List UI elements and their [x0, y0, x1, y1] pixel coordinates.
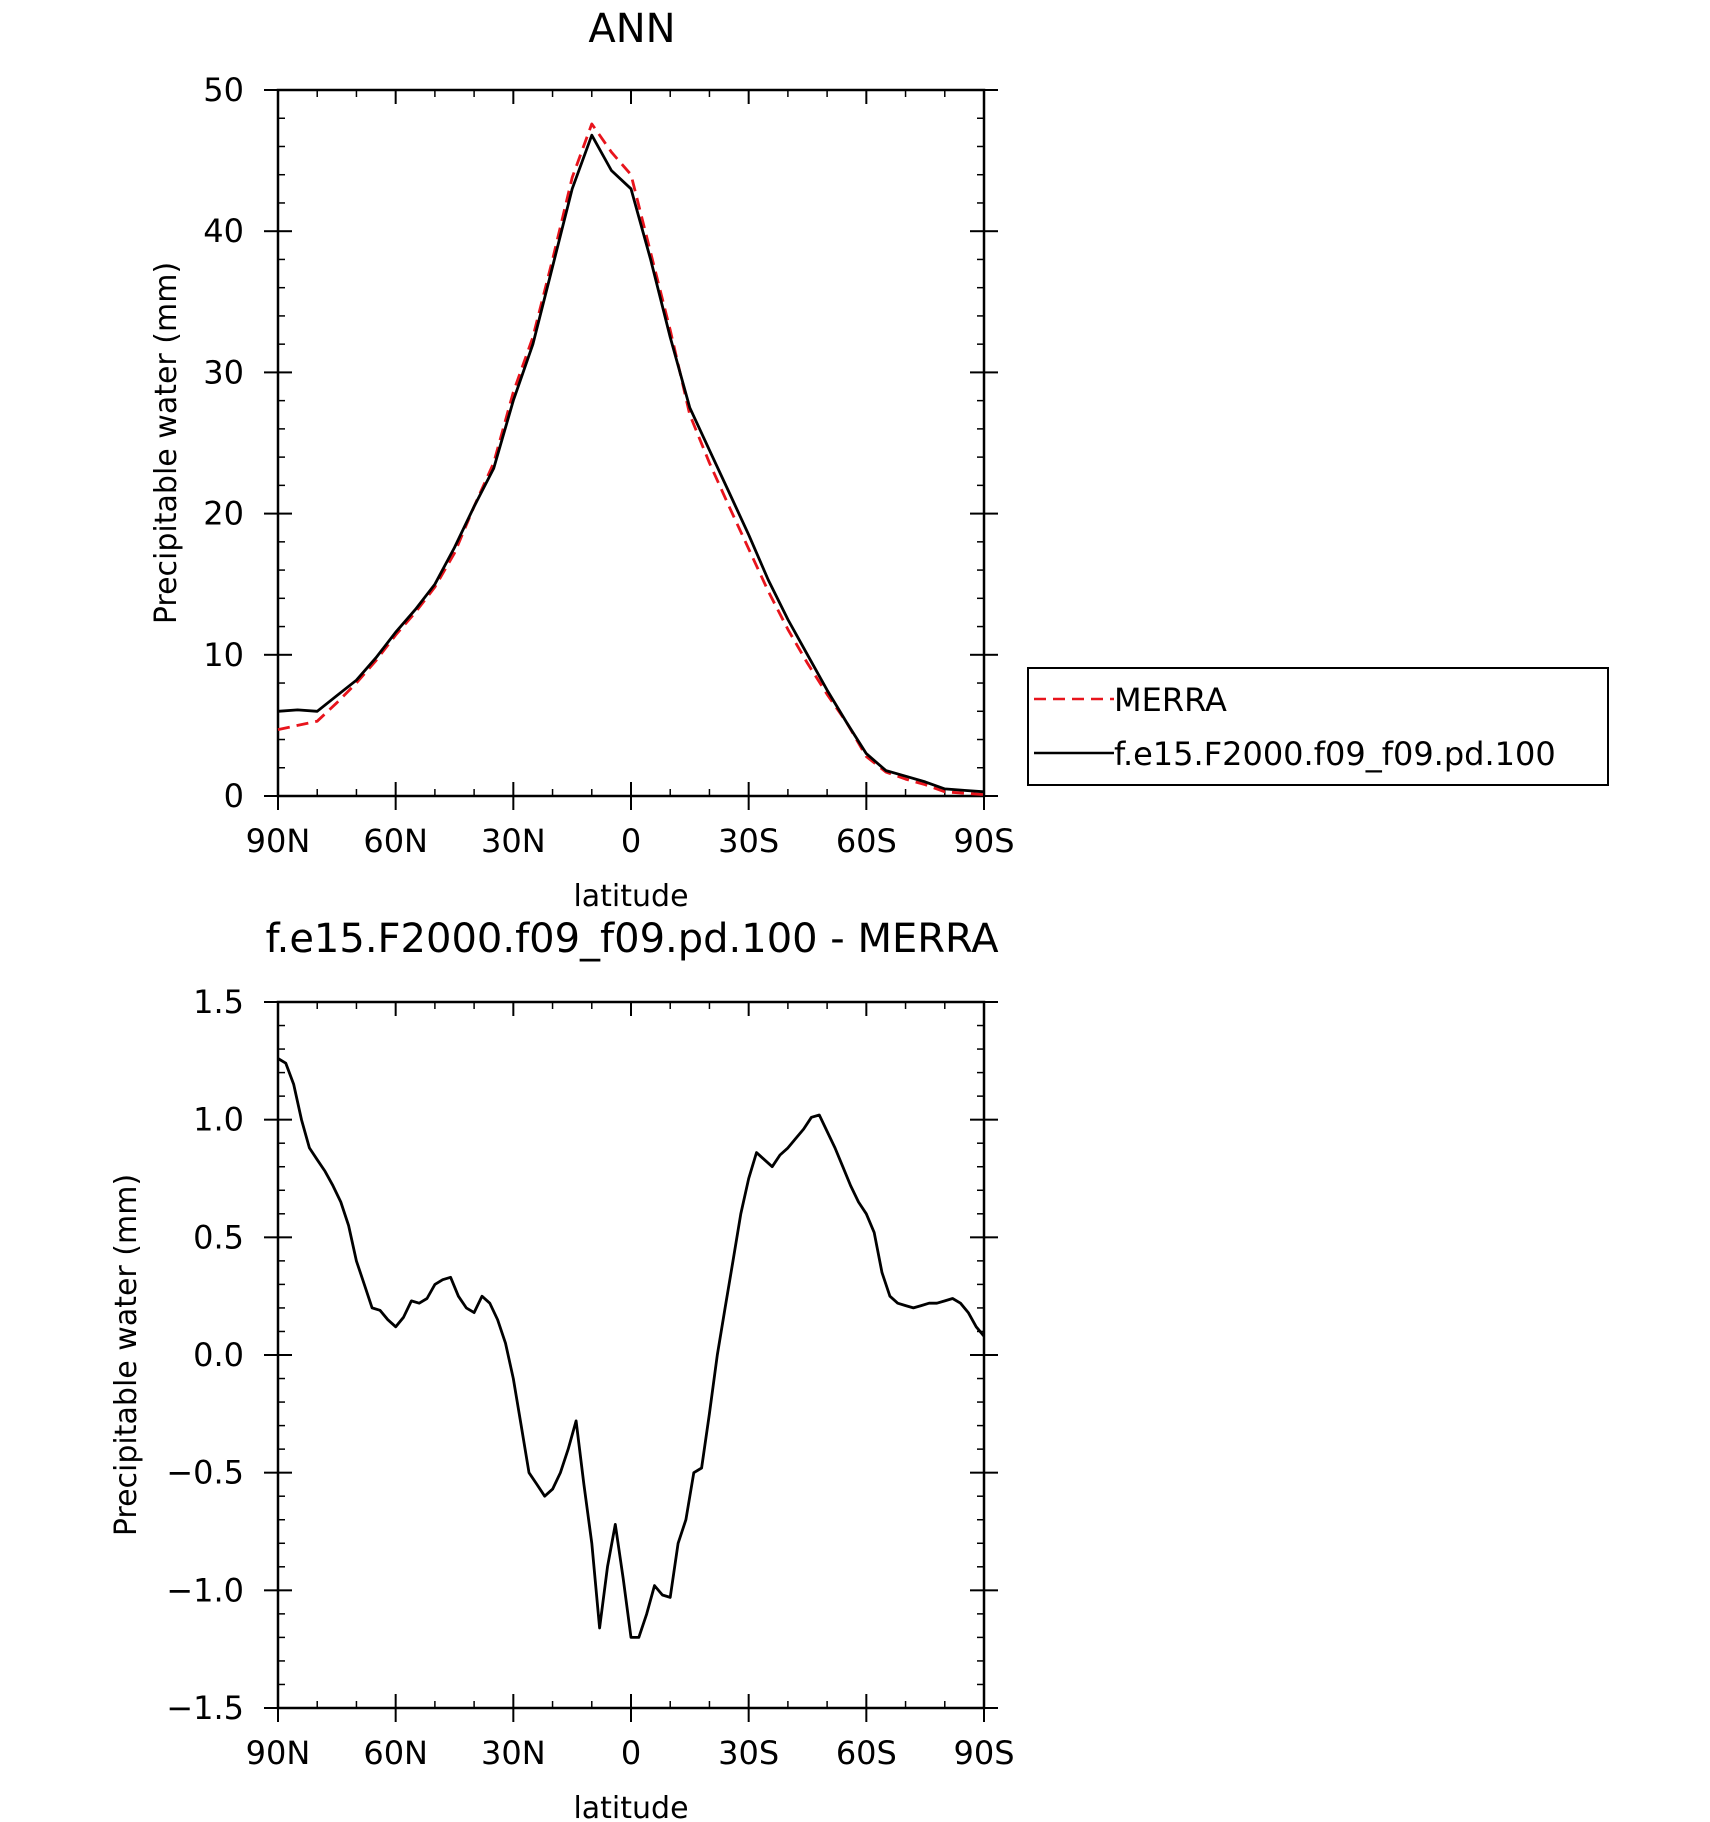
y-tick-label-top: 10	[203, 636, 244, 674]
x-tick-label-bottom: 90S	[953, 1734, 1014, 1772]
x-tick-label-bottom: 0	[621, 1734, 641, 1772]
series-line-top-0	[277, 122, 985, 796]
y-axis-label-bottom: Precipitable water (mm)	[109, 1174, 144, 1536]
x-tick-label-top: 30N	[481, 822, 546, 860]
x-tick-label-bottom: 90N	[246, 1734, 311, 1772]
series-line-top-1	[277, 133, 985, 794]
legend: MERRA f.e15.F2000.f09_f09.pd.100	[1027, 667, 1609, 786]
y-tick-label-bottom: −0.5	[166, 1454, 244, 1492]
y-tick-label-top: 0	[224, 777, 244, 815]
y-tick-label-top: 20	[203, 495, 244, 533]
x-axis-label-bottom: latitude	[573, 1791, 688, 1822]
x-tick-label-top: 0	[621, 822, 641, 860]
y-tick-label-bottom: −1.5	[166, 1689, 244, 1727]
y-tick-label-bottom: 1.5	[193, 983, 244, 1021]
x-tick-label-top: 30S	[718, 822, 779, 860]
y-tick-label-bottom: 0.0	[193, 1336, 244, 1374]
chart-title-bottom: f.e15.F2000.f09_f09.pd.100 - MERRA	[265, 916, 999, 962]
x-tick-label-bottom: 30S	[718, 1734, 779, 1772]
legend-label-model: f.e15.F2000.f09_f09.pd.100	[1114, 735, 1556, 773]
x-tick-label-top: 60N	[363, 822, 428, 860]
x-tick-label-bottom: 60S	[836, 1734, 897, 1772]
y-tick-label-top: 50	[203, 71, 244, 109]
y-tick-label-bottom: 0.5	[193, 1218, 244, 1256]
plot-area-top	[276, 88, 986, 798]
legend-label-merra: MERRA	[1114, 681, 1227, 719]
series-line-bottom-0	[277, 1057, 986, 1639]
x-tick-label-bottom: 60N	[363, 1734, 428, 1772]
y-axis-label-top: Precipitable water (mm)	[149, 262, 184, 624]
y-tick-label-bottom: −1.0	[166, 1571, 244, 1609]
x-axis-label-top: latitude	[573, 879, 688, 914]
x-tick-label-bottom: 30N	[481, 1734, 546, 1772]
x-tick-label-top: 90S	[953, 822, 1014, 860]
chart-panel-bottom: f.e15.F2000.f09_f09.pd.100 - MERRA 90N 60…	[109, 916, 1015, 1822]
y-tick-label-bottom: 1.0	[193, 1101, 244, 1139]
legend-box	[1027, 667, 1609, 786]
x-tick-label-top: 60S	[836, 822, 897, 860]
y-tick-label-top: 40	[203, 212, 244, 250]
x-tick-label-top: 90N	[246, 822, 311, 860]
chart-title-top: ANN	[588, 6, 675, 52]
chart-panel-top: ANN 90N 60N 30N 0 30S 60S 90S 0 10 20 30 40 50 latit…	[149, 6, 1015, 914]
plot-area-bottom	[276, 1000, 986, 1710]
y-tick-label-top: 30	[203, 353, 244, 391]
